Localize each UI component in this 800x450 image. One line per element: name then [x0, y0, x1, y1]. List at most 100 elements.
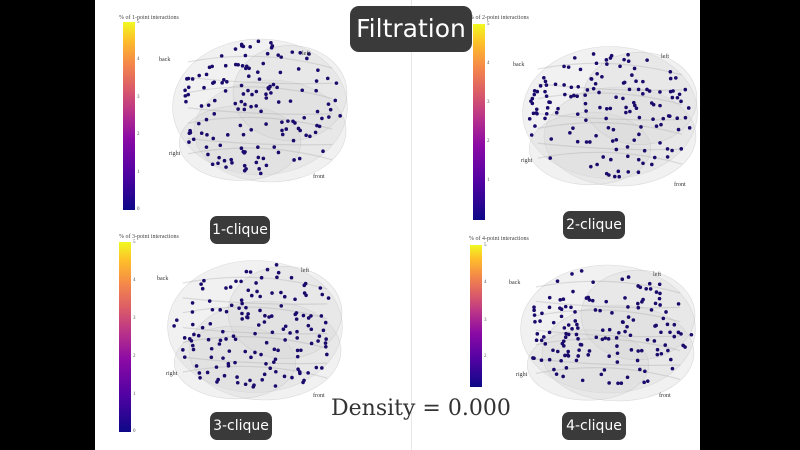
brain-node — [321, 328, 326, 333]
brain-node — [198, 376, 202, 380]
brain-node — [259, 352, 263, 357]
brain-node — [224, 165, 228, 169]
brain-node — [539, 338, 544, 343]
brain-node — [611, 127, 616, 132]
brain-node — [583, 101, 588, 106]
brain-node — [217, 342, 222, 346]
brain-node — [276, 53, 280, 57]
brain-lobe — [167, 260, 343, 393]
brain-node — [642, 148, 647, 153]
brain-node — [658, 291, 662, 296]
brain-node — [183, 94, 188, 98]
brain-node — [323, 341, 328, 345]
brain-node — [563, 92, 567, 97]
brain-node — [316, 339, 320, 343]
brain-node — [635, 358, 640, 363]
brain-node — [679, 99, 683, 104]
brain-node — [625, 324, 629, 329]
brain-node — [589, 76, 593, 81]
brain-node — [237, 306, 241, 310]
brain-node — [654, 323, 658, 328]
brain-node — [572, 93, 576, 98]
brain-node — [584, 109, 588, 113]
brain-node — [612, 174, 617, 179]
brain-node — [187, 337, 192, 341]
brain-node — [249, 355, 253, 360]
brain-node — [668, 330, 672, 335]
brain-node — [206, 152, 210, 157]
brain-node — [566, 353, 570, 357]
brain-node — [320, 366, 324, 370]
brain-node — [200, 286, 205, 291]
brain-node — [264, 340, 269, 345]
brain-node — [659, 330, 663, 335]
brain-node — [598, 105, 602, 110]
brain-node — [589, 164, 593, 169]
brain-node — [540, 311, 544, 316]
brain-node — [619, 381, 624, 386]
brain-node — [197, 371, 202, 375]
brain-node — [306, 316, 311, 320]
brain-node — [248, 45, 252, 49]
brain-node — [634, 106, 639, 111]
brain-node — [268, 366, 273, 371]
brain-node — [239, 146, 244, 151]
brain-node — [658, 303, 662, 307]
brain-node — [276, 100, 281, 104]
brain-node — [298, 371, 302, 376]
brain-node — [624, 110, 628, 115]
brain-gyrus — [182, 276, 328, 290]
brain-node — [623, 296, 627, 300]
direction-back: back — [159, 57, 171, 63]
brain-node — [291, 138, 296, 143]
brain-node — [651, 102, 656, 107]
brain-node — [256, 39, 261, 44]
brain-node — [534, 111, 539, 115]
brain-node — [275, 85, 279, 90]
brain-node — [244, 305, 248, 310]
brain-node — [253, 331, 257, 336]
brain-node — [625, 145, 630, 149]
brain-node — [532, 308, 536, 313]
brain-node — [293, 297, 297, 302]
brain-node — [218, 143, 223, 148]
brain-node — [279, 55, 284, 59]
brain-lobe — [528, 111, 652, 186]
brain-node — [246, 312, 250, 316]
colorbar — [473, 24, 485, 220]
brain-node — [295, 348, 300, 353]
brain-node — [659, 351, 664, 356]
brain-node — [531, 356, 535, 360]
brain-node — [224, 309, 229, 314]
brain-node — [670, 148, 674, 153]
brain-node — [637, 115, 642, 120]
brain-node — [645, 337, 650, 342]
brain-node — [683, 87, 688, 92]
brain-node — [547, 305, 552, 310]
brain-node — [621, 96, 625, 101]
brain-node — [668, 76, 673, 81]
brain-node — [625, 154, 630, 159]
brain-node — [294, 317, 299, 321]
brain-node — [674, 76, 678, 80]
direction-back: back — [509, 280, 521, 286]
brain-node — [326, 102, 331, 106]
brain-node — [272, 347, 277, 352]
brain-node — [535, 332, 540, 336]
brain-node — [276, 150, 281, 155]
brain-node — [210, 307, 215, 312]
brain-node — [679, 332, 683, 336]
label-4-clique: 4-clique — [562, 412, 626, 440]
direction-back: back — [513, 62, 525, 68]
brain-node — [609, 53, 614, 58]
brain-node — [538, 319, 542, 323]
brain-node — [620, 320, 625, 324]
brain-gyrus — [187, 147, 333, 161]
brain-gyrus — [535, 367, 681, 380]
brain-node — [663, 343, 668, 347]
brain-node — [205, 370, 210, 375]
brain-node — [229, 303, 234, 308]
brain-node — [670, 95, 675, 100]
colorbar-tick: 3 — [133, 316, 136, 321]
brain-node — [576, 337, 580, 341]
